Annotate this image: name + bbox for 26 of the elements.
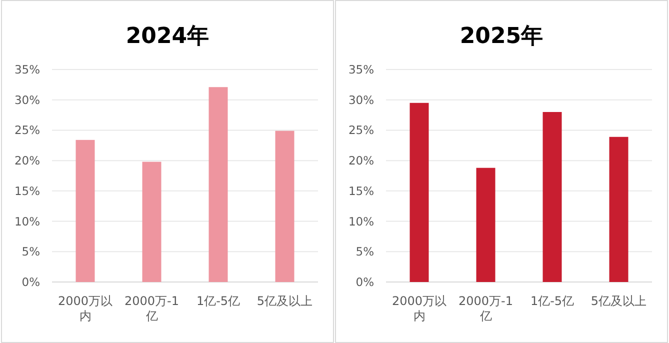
x-tick-label: 2000万以内 [58,294,113,323]
chart-title: 2025年 [460,24,544,49]
y-tick-label: 35% [348,62,374,76]
y-tick-label: 10% [14,214,40,228]
x-tick-label: 2000万以内 [392,294,447,323]
x-tick-label: 1亿-5亿 [530,294,574,308]
y-tick-label: 25% [348,123,374,138]
y-tick-label: 35% [14,62,40,76]
chart-title: 2024年 [126,24,210,49]
y-tick-label: 30% [348,92,374,107]
x-tick-label: 5亿及以上 [256,294,313,308]
y-tick-label: 20% [14,154,40,168]
x-tick-label: 5亿及以上 [590,294,647,308]
y-tick-label: 15% [14,184,40,198]
y-tick-label: 5% [356,244,374,259]
y-tick-label: 25% [14,123,40,138]
y-tick-label: 5% [22,244,40,259]
y-tick-label: 0% [356,275,374,289]
x-tick-label: 2000万-1亿 [458,294,514,323]
y-tick-label: 20% [348,154,374,168]
y-tick-label: 0% [22,275,40,289]
x-tick-label: 2000万-1亿 [124,294,180,323]
y-tick-label: 10% [348,214,374,228]
y-tick-label: 30% [14,92,40,107]
y-tick-label: 15% [348,184,374,198]
x-tick-label: 1亿-5亿 [196,294,240,308]
